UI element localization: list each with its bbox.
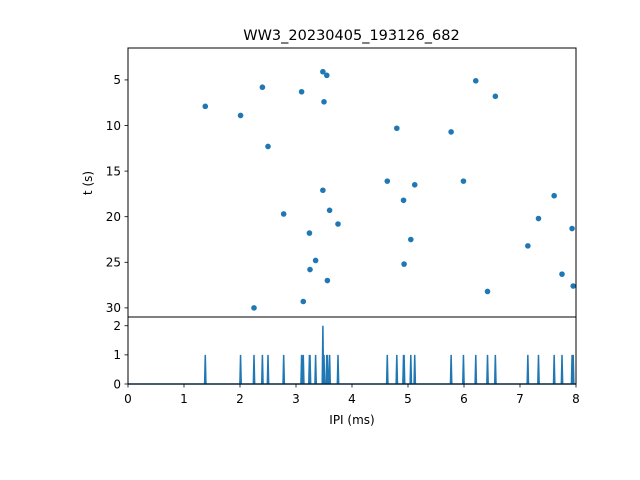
- hist-y-tick-label: 2: [113, 319, 121, 333]
- y-tick-label: 5: [113, 73, 121, 87]
- scatter-point: [202, 103, 209, 110]
- x-tick-label: 8: [572, 392, 580, 406]
- y-axis-label: t (s): [81, 171, 95, 195]
- scatter-point: [265, 143, 271, 150]
- x-tick-label: 4: [348, 392, 356, 406]
- scatter-point: [570, 283, 576, 289]
- scatter-point: [324, 72, 330, 79]
- histogram-y-axis: 0 1 2: [113, 319, 128, 391]
- scatter-point: [306, 230, 313, 236]
- scatter-point: [307, 266, 313, 273]
- scatter-point: [448, 129, 454, 135]
- scatter-point: [251, 305, 257, 311]
- scatter-point: [259, 84, 266, 91]
- scatter-point: [408, 236, 414, 243]
- y-tick-label: 10: [106, 119, 121, 133]
- scatter-points: [202, 68, 576, 311]
- histogram-panel: 0 1 2 0 1 2 3 4 5 6 7 8 IPI (ms): [113, 316, 580, 427]
- x-tick-label: 2: [236, 392, 244, 406]
- x-tick-label: 3: [292, 392, 300, 406]
- scatter-point: [411, 181, 418, 188]
- scatter-point: [335, 221, 341, 227]
- y-tick-label: 15: [106, 164, 121, 178]
- x-tick-label: 5: [404, 392, 412, 406]
- y-tick-label: 20: [106, 210, 121, 224]
- y-tick-label: 25: [106, 256, 121, 270]
- scatter-point: [492, 93, 499, 100]
- x-tick-label: 6: [460, 392, 468, 406]
- scatter-point: [300, 298, 307, 305]
- scatter-point: [525, 243, 531, 249]
- scatter-point: [237, 112, 244, 119]
- scatter-point: [326, 207, 333, 214]
- scatter-point: [320, 187, 326, 194]
- scatter-point: [321, 99, 327, 105]
- hist-y-tick-label: 0: [113, 377, 121, 391]
- scatter-point: [569, 225, 575, 232]
- scatter-point: [472, 78, 479, 84]
- scatter-point: [312, 257, 319, 264]
- scatter-point: [559, 271, 565, 277]
- scatter-y-axis: 5 10 15 20 25 30: [106, 73, 128, 315]
- scatter-panel: WW3_20230405_193126_682 5 10 15 20 25 30 t (s…: [81, 28, 577, 318]
- x-axis-label: IPI (ms): [329, 413, 374, 427]
- scatter-point: [298, 88, 305, 95]
- histogram-frame: [127, 316, 577, 385]
- scatter-point: [401, 261, 407, 267]
- scatter-point: [535, 215, 542, 222]
- scatter-point: [400, 197, 407, 204]
- scatter-point: [460, 178, 467, 184]
- scatter-point: [320, 68, 326, 75]
- scatter-point: [484, 288, 491, 295]
- scatter-point: [280, 211, 287, 217]
- scatter-point: [551, 192, 557, 199]
- scatter-point: [324, 277, 331, 284]
- x-tick-label: 0: [124, 392, 132, 406]
- x-axis: 0 1 2 3 4 5 6 7 8: [124, 384, 580, 406]
- scatter-point: [384, 178, 391, 184]
- scatter-point: [394, 125, 400, 132]
- x-tick-label: 7: [516, 392, 524, 406]
- hist-y-tick-label: 1: [113, 348, 121, 362]
- y-tick-label: 30: [106, 301, 121, 315]
- chart-title: WW3_20230405_193126_682: [243, 28, 459, 44]
- x-tick-label: 1: [180, 392, 188, 406]
